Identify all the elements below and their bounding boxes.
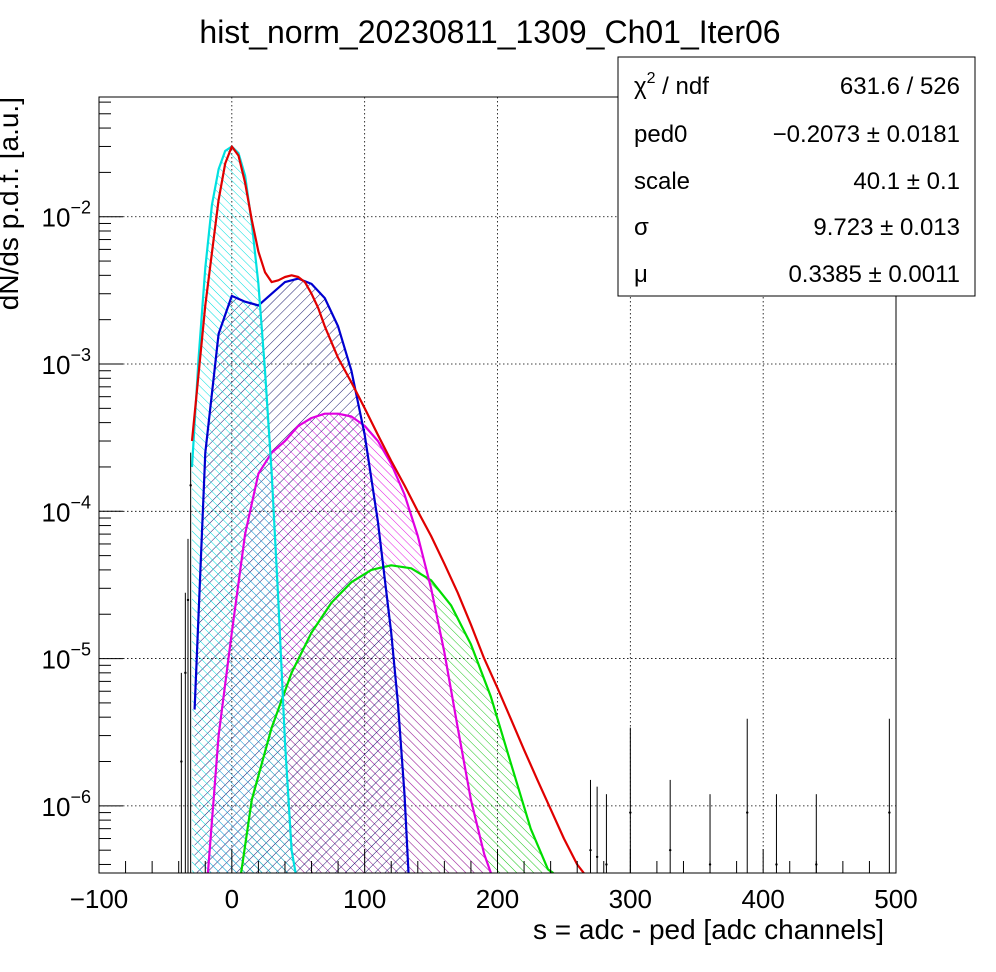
stats-label: μ — [634, 261, 648, 288]
fit-curves — [190, 145, 585, 873]
data-point — [184, 671, 187, 675]
x-tick-label: 300 — [609, 884, 652, 914]
fit-stats-box: χ2 / ndf 631.6 / 526 ped0 −0.2073 ± 0.0181 s… — [617, 56, 976, 297]
data-point — [180, 760, 183, 763]
curve-total — [190, 145, 585, 873]
stats-value: 0.3385 ± 0.0011 — [788, 261, 960, 288]
y-tick-label: 10−5 — [42, 640, 91, 675]
x-tick-label: 500 — [874, 884, 917, 914]
chart-title: hist_norm_20230811_1309_Ch01_Iter06 — [199, 14, 780, 50]
data-point — [589, 848, 592, 852]
data-point — [629, 811, 632, 814]
x-axis-label: s = adc - ped [adc channels] — [533, 914, 884, 945]
x-axis: −100 0 100 200 300 400 500 — [70, 849, 918, 914]
fill-ped — [192, 146, 296, 873]
curve-ped — [190, 145, 297, 873]
data-point — [605, 863, 608, 866]
y-tick-label: 10−2 — [42, 198, 91, 233]
y-tick-label: 10−6 — [42, 787, 91, 822]
stats-value: −0.2073 ± 0.0181 — [773, 121, 960, 148]
data-point — [775, 863, 778, 866]
y-axis-label: dN/ds p.d.f. [a.u.] — [0, 97, 24, 310]
data-point — [668, 848, 672, 852]
y-tick-label: 10−3 — [42, 345, 91, 380]
data-point — [189, 484, 192, 487]
stats-value: 631.6 / 526 — [840, 73, 960, 100]
stats-label: σ — [634, 214, 649, 241]
curve-pe3 — [240, 564, 554, 873]
curve-pe2 — [206, 412, 492, 873]
stats-label: ped0 — [634, 121, 687, 148]
y-tick-label: 10−4 — [42, 492, 91, 527]
x-tick-label: 0 — [225, 884, 239, 914]
y-axis: 10−2 10−3 10−4 10−5 10−6 — [42, 101, 123, 865]
component-fills — [192, 146, 554, 873]
curve-pe1 — [193, 277, 410, 873]
data-point — [888, 811, 891, 814]
data-point — [595, 855, 599, 859]
x-tick-label: 400 — [741, 884, 784, 914]
x-tick-label: 200 — [476, 884, 519, 914]
stats-value: 40.1 ± 0.1 — [853, 168, 960, 195]
stats-value: 9.723 ± 0.013 — [813, 214, 960, 241]
x-tick-label: −100 — [70, 884, 129, 914]
data-points — [180, 452, 891, 873]
data-point — [186, 598, 190, 602]
stats-label: χ2 / ndf — [634, 70, 709, 100]
data-point — [746, 811, 749, 814]
x-tick-label: 100 — [343, 884, 386, 914]
stats-label: scale — [634, 168, 690, 195]
